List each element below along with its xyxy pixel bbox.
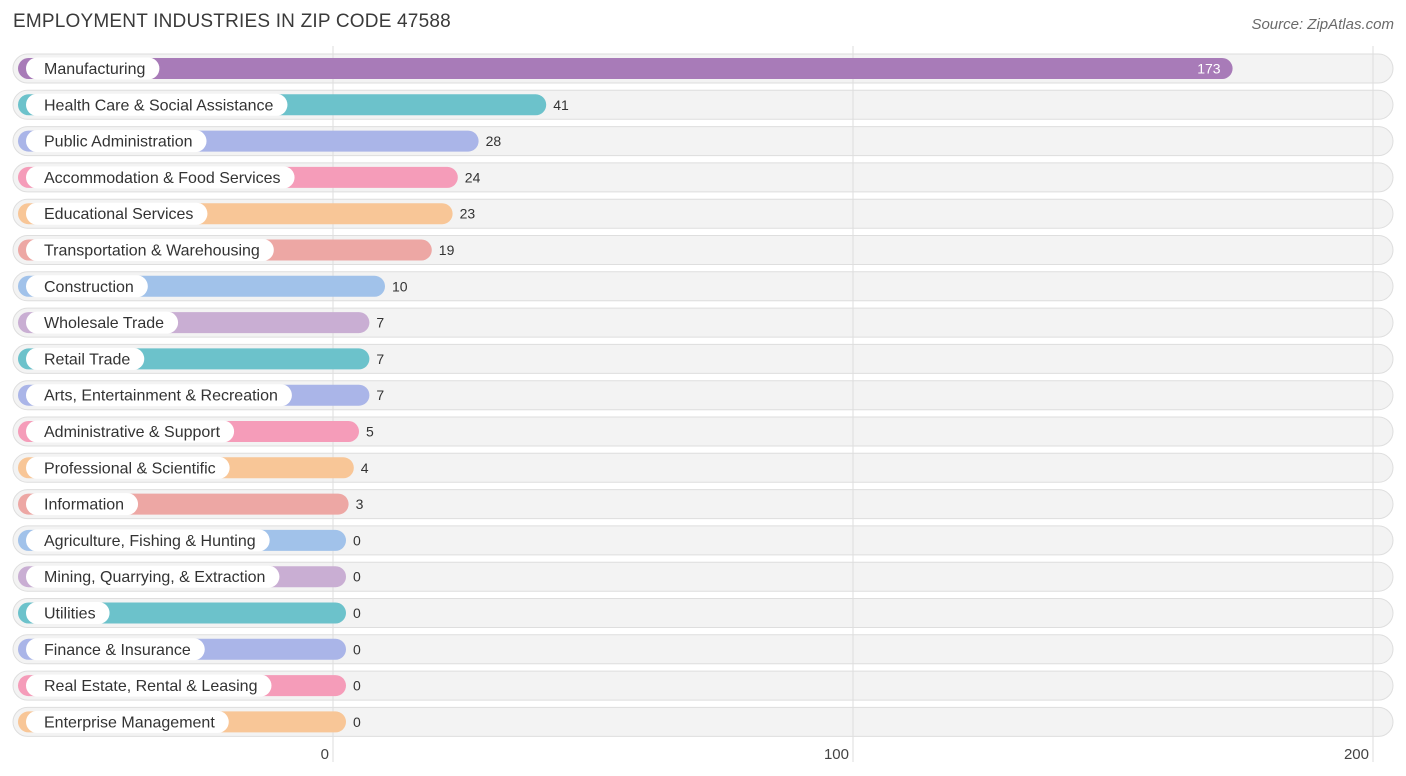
category-label: Professional & Scientific bbox=[44, 460, 216, 477]
bar-row: Mining, Quarrying, & Extraction 0 bbox=[18, 565, 361, 588]
chart-title: EMPLOYMENT INDUSTRIES IN ZIP CODE 47588 bbox=[13, 11, 451, 32]
category-label-bg bbox=[26, 239, 274, 261]
category-label: Administrative & Support bbox=[44, 424, 221, 441]
bar-row: Enterprise Management 0 bbox=[18, 710, 361, 733]
x-tick-label: 0 bbox=[321, 746, 329, 763]
value-label: 41 bbox=[553, 97, 569, 113]
value-label: 7 bbox=[376, 387, 384, 403]
row-track bbox=[12, 561, 1394, 592]
value-label: 0 bbox=[353, 605, 361, 621]
row-track bbox=[12, 706, 1394, 737]
category-label-bg bbox=[26, 602, 110, 624]
category-label: Public Administration bbox=[44, 134, 193, 151]
category-label: Arts, Entertainment & Recreation bbox=[44, 388, 278, 405]
bar-row: Public Administration 28 bbox=[18, 130, 502, 153]
value-label: 0 bbox=[353, 532, 361, 548]
category-label-bg bbox=[26, 166, 295, 189]
bar-row: Information 3 bbox=[18, 493, 364, 516]
category-label: Information bbox=[44, 497, 124, 514]
category-label: Accommodation & Food Services bbox=[44, 170, 281, 187]
value-label: 24 bbox=[465, 169, 481, 185]
category-label-bg bbox=[26, 565, 280, 588]
category-label-bg bbox=[26, 311, 179, 334]
bar-row: Utilities 0 bbox=[18, 602, 361, 624]
bar-row: Retail Trade 7 bbox=[18, 347, 384, 370]
x-axis: 0 100 200 bbox=[321, 746, 1369, 763]
category-label: Manufacturing bbox=[44, 61, 145, 78]
category-label: Finance & Insurance bbox=[44, 642, 191, 659]
category-label: Utilities bbox=[44, 606, 96, 623]
bars: Manufacturing 173 Health Care & Social Ass… bbox=[18, 57, 1233, 733]
value-label: 0 bbox=[353, 714, 361, 730]
x-tick-label: 100 bbox=[824, 746, 849, 763]
value-label: 4 bbox=[361, 460, 369, 476]
category-label: Agriculture, Fishing & Hunting bbox=[44, 533, 256, 550]
category-label-bg bbox=[26, 674, 272, 697]
category-label-bg bbox=[26, 57, 160, 80]
bar-row: Transportation & Warehousing 19 bbox=[18, 239, 455, 261]
category-label-bg bbox=[26, 456, 230, 479]
value-label: 7 bbox=[376, 315, 384, 331]
chart-source: Source: ZipAtlas.com bbox=[1251, 16, 1394, 33]
category-label: Educational Services bbox=[44, 206, 193, 223]
category-label-bg bbox=[26, 275, 148, 298]
bar-row: Finance & Insurance 0 bbox=[18, 638, 361, 661]
category-label-bg bbox=[26, 93, 288, 116]
row-track bbox=[12, 634, 1394, 665]
value-label: 5 bbox=[366, 424, 374, 440]
category-label-bg bbox=[26, 420, 235, 443]
value-label: 3 bbox=[356, 496, 364, 512]
category-label: Construction bbox=[44, 279, 134, 296]
category-label-bg bbox=[26, 493, 139, 516]
row-track bbox=[12, 416, 1394, 447]
value-label: 173 bbox=[1197, 61, 1221, 77]
bar-row: Construction 10 bbox=[18, 275, 408, 298]
bar-row: Administrative & Support 5 bbox=[18, 420, 374, 443]
value-label: 7 bbox=[376, 351, 384, 367]
value-label: 10 bbox=[392, 278, 408, 294]
value-label: 28 bbox=[486, 133, 502, 149]
bar bbox=[18, 58, 1233, 79]
bar-row: Educational Services 23 bbox=[18, 202, 476, 225]
bar-row: Manufacturing 173 bbox=[18, 57, 1233, 80]
category-label: Wholesale Trade bbox=[44, 315, 164, 332]
bar-row: Accommodation & Food Services 24 bbox=[18, 166, 481, 189]
bar-row: Health Care & Social Assistance 41 bbox=[18, 93, 569, 116]
value-label: 0 bbox=[353, 678, 361, 694]
value-label: 0 bbox=[353, 569, 361, 585]
category-label-bg bbox=[26, 384, 292, 407]
value-label: 23 bbox=[460, 206, 476, 222]
row-track bbox=[12, 489, 1394, 520]
category-label-bg bbox=[26, 638, 205, 661]
row-track bbox=[12, 452, 1394, 483]
x-tick-label: 200 bbox=[1344, 746, 1369, 763]
category-label: Retail Trade bbox=[44, 351, 130, 368]
category-label: Health Care & Social Assistance bbox=[44, 97, 274, 114]
category-label-bg bbox=[26, 347, 145, 370]
bar-row: Agriculture, Fishing & Hunting 0 bbox=[18, 529, 361, 552]
value-label: 19 bbox=[439, 242, 455, 258]
value-label: 0 bbox=[353, 641, 361, 657]
bar-row: Arts, Entertainment & Recreation 7 bbox=[18, 384, 384, 407]
category-label-bg bbox=[26, 130, 207, 153]
category-label-bg bbox=[26, 710, 229, 733]
bar-row: Professional & Scientific 4 bbox=[18, 456, 369, 479]
category-label: Real Estate, Rental & Leasing bbox=[44, 678, 257, 695]
bar-row: Real Estate, Rental & Leasing 0 bbox=[18, 674, 361, 697]
bar-row: Wholesale Trade 7 bbox=[18, 311, 384, 334]
row-track bbox=[12, 525, 1394, 556]
category-label: Enterprise Management bbox=[44, 714, 215, 731]
category-label: Mining, Quarrying, & Extraction bbox=[44, 569, 265, 586]
category-label-bg bbox=[26, 202, 208, 225]
category-label: Transportation & Warehousing bbox=[44, 243, 260, 260]
row-track bbox=[12, 598, 1394, 628]
row-track bbox=[12, 670, 1394, 701]
category-label-bg bbox=[26, 529, 270, 552]
